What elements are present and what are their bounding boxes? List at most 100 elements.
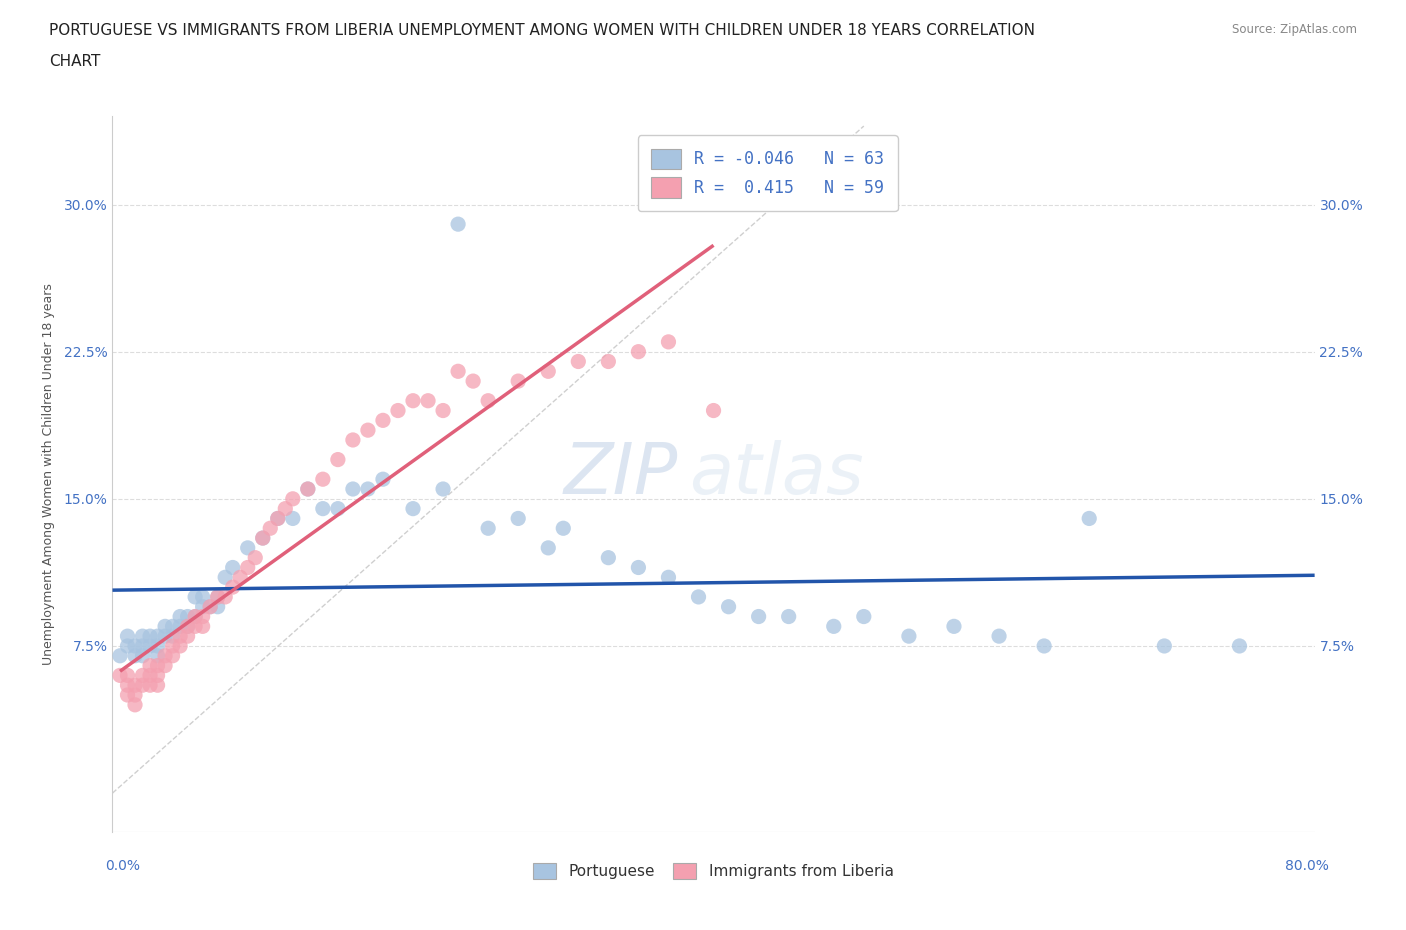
Point xyxy=(108,668,131,683)
Point xyxy=(1153,639,1175,654)
Point xyxy=(657,335,679,350)
Point xyxy=(688,590,710,604)
Point xyxy=(357,482,380,497)
Point xyxy=(252,531,274,546)
Point xyxy=(508,511,530,525)
Point xyxy=(124,687,146,702)
Point xyxy=(245,551,267,565)
Point xyxy=(162,639,184,654)
Point xyxy=(169,609,191,624)
Point xyxy=(207,599,229,614)
Point xyxy=(214,590,236,604)
Point xyxy=(176,609,198,624)
Point xyxy=(146,639,169,654)
Point xyxy=(162,648,184,663)
Point xyxy=(153,629,176,644)
Point xyxy=(184,609,207,624)
Point xyxy=(153,648,176,663)
Point xyxy=(236,540,259,555)
Point xyxy=(402,393,425,408)
Point xyxy=(169,629,191,644)
Point xyxy=(627,560,650,575)
Point xyxy=(342,482,364,497)
Point xyxy=(852,609,875,624)
Point xyxy=(184,618,207,633)
Point xyxy=(371,472,394,486)
Point xyxy=(537,364,560,379)
Point xyxy=(191,590,214,604)
Point xyxy=(778,609,800,624)
Point xyxy=(748,609,770,624)
Point xyxy=(598,354,620,369)
Text: 0.0%: 0.0% xyxy=(105,858,141,872)
Y-axis label: Unemployment Among Women with Children Under 18 years: Unemployment Among Women with Children U… xyxy=(42,284,55,665)
Point xyxy=(477,521,499,536)
Point xyxy=(717,599,740,614)
Point xyxy=(169,618,191,633)
Text: CHART: CHART xyxy=(49,54,101,69)
Point xyxy=(184,590,207,604)
Point xyxy=(131,639,153,654)
Point xyxy=(146,678,169,693)
Point xyxy=(117,629,139,644)
Point xyxy=(139,629,162,644)
Point xyxy=(207,590,229,604)
Point xyxy=(184,609,207,624)
Point xyxy=(236,560,259,575)
Point xyxy=(1033,639,1056,654)
Point xyxy=(176,618,198,633)
Text: ZIP: ZIP xyxy=(564,440,678,509)
Point xyxy=(131,678,153,693)
Point xyxy=(176,629,198,644)
Point xyxy=(553,521,575,536)
Point xyxy=(198,599,221,614)
Point xyxy=(567,354,589,369)
Point xyxy=(117,678,139,693)
Point xyxy=(222,579,245,594)
Point xyxy=(297,482,319,497)
Point xyxy=(402,501,425,516)
Point xyxy=(387,403,409,418)
Point xyxy=(897,629,920,644)
Point xyxy=(371,413,394,428)
Point xyxy=(139,639,162,654)
Point xyxy=(988,629,1011,644)
Text: PORTUGUESE VS IMMIGRANTS FROM LIBERIA UNEMPLOYMENT AMONG WOMEN WITH CHILDREN UND: PORTUGUESE VS IMMIGRANTS FROM LIBERIA UN… xyxy=(49,23,1035,38)
Point xyxy=(108,648,131,663)
Point xyxy=(153,618,176,633)
Point xyxy=(432,482,454,497)
Point xyxy=(222,560,245,575)
Point xyxy=(229,570,252,585)
Point xyxy=(267,511,290,525)
Point xyxy=(124,648,146,663)
Point xyxy=(416,393,439,408)
Point xyxy=(198,599,221,614)
Point xyxy=(1078,511,1101,525)
Point xyxy=(214,570,236,585)
Point xyxy=(139,678,162,693)
Point xyxy=(297,482,319,497)
Point xyxy=(146,668,169,683)
Point xyxy=(191,618,214,633)
Point xyxy=(823,618,845,633)
Point xyxy=(627,344,650,359)
Point xyxy=(139,668,162,683)
Point xyxy=(153,658,176,673)
Text: Source: ZipAtlas.com: Source: ZipAtlas.com xyxy=(1232,23,1357,36)
Point xyxy=(169,639,191,654)
Point xyxy=(146,648,169,663)
Point xyxy=(191,609,214,624)
Point xyxy=(131,648,153,663)
Point xyxy=(326,452,349,467)
Point xyxy=(326,501,349,516)
Point xyxy=(537,540,560,555)
Point xyxy=(598,551,620,565)
Point xyxy=(342,432,364,447)
Point xyxy=(477,393,499,408)
Point xyxy=(432,403,454,418)
Text: atlas: atlas xyxy=(689,440,865,509)
Point xyxy=(281,511,304,525)
Point xyxy=(176,618,198,633)
Point xyxy=(124,698,146,712)
Point xyxy=(124,639,146,654)
